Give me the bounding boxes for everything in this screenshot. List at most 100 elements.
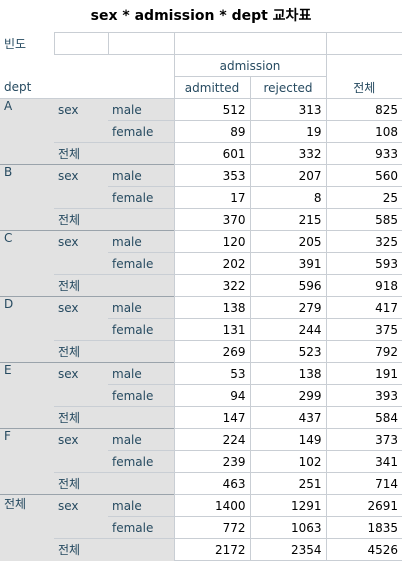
cell-total: 191 xyxy=(325,362,402,385)
header-row-3: dept admitted rejected 전체 xyxy=(0,76,402,99)
cell-admitted: 512 xyxy=(173,98,250,121)
sex-level-label: male xyxy=(108,362,174,385)
total-label: 전체 xyxy=(54,208,108,231)
cell-admitted: 131 xyxy=(173,318,250,341)
table-row: female 239 102 341 xyxy=(0,450,402,473)
cell-rejected: 215 xyxy=(249,208,326,231)
cell-admitted: 120 xyxy=(173,230,250,253)
header-row-2: admission xyxy=(0,54,402,77)
cell-rejected: 437 xyxy=(249,406,326,429)
var-label-blank xyxy=(54,318,108,341)
dept-label xyxy=(0,252,54,275)
cell-total: 933 xyxy=(325,142,402,165)
total-label: 전체 xyxy=(54,142,108,165)
cell-admitted: 53 xyxy=(173,362,250,385)
cell-rejected: 244 xyxy=(249,318,326,341)
cell-admitted: 463 xyxy=(173,472,250,495)
cell-admitted: 94 xyxy=(173,384,250,407)
cell-admitted: 224 xyxy=(173,428,250,451)
dept-label xyxy=(0,340,54,363)
cell-total: 585 xyxy=(325,208,402,231)
dept-label xyxy=(0,318,54,341)
dept-label: C xyxy=(0,230,54,253)
dept-total-row: 전체 370 215 585 xyxy=(0,208,402,231)
sex-level-label: female xyxy=(108,318,174,341)
total-label: 전체 xyxy=(54,538,108,561)
dept-label xyxy=(0,142,54,165)
sex-level-label: male xyxy=(108,98,174,121)
var-label: sex xyxy=(54,362,108,385)
sex-level-label: female xyxy=(108,450,174,473)
table-row: female 772 1063 1835 xyxy=(0,516,402,539)
sex-level-label: male xyxy=(108,230,174,253)
cell-admitted: 370 xyxy=(173,208,250,231)
sex-level-label: male xyxy=(108,296,174,319)
cell-admitted: 17 xyxy=(173,186,250,209)
total-label-blank xyxy=(108,142,174,165)
cell-total: 2691 xyxy=(325,494,402,517)
dept-label: 전체 xyxy=(0,494,54,517)
cell-rejected: 313 xyxy=(249,98,326,121)
table-row: female 89 19 108 xyxy=(0,120,402,143)
dept-total-row: 전체 322 596 918 xyxy=(0,274,402,297)
cell-admitted: 202 xyxy=(173,252,250,275)
sex-level-label: male xyxy=(108,164,174,187)
cell-total: 325 xyxy=(325,230,402,253)
var-label: sex xyxy=(54,98,108,121)
crosstab-table: 빈도 admission dept admitted rejected 전체 A… xyxy=(0,32,402,561)
dept-label xyxy=(0,472,54,495)
cell-total: 792 xyxy=(325,340,402,363)
cell-rejected: 207 xyxy=(249,164,326,187)
cell-total: 375 xyxy=(325,318,402,341)
cell-rejected: 149 xyxy=(249,428,326,451)
cell-admitted: 601 xyxy=(173,142,250,165)
dept-label: F xyxy=(0,428,54,451)
sex-level-label: female xyxy=(108,252,174,275)
dept-label xyxy=(0,516,54,539)
dept-label xyxy=(0,208,54,231)
dept-label xyxy=(0,538,54,561)
total-label-blank xyxy=(108,472,174,495)
cell-rejected: 391 xyxy=(249,252,326,275)
cell-rejected: 138 xyxy=(249,362,326,385)
dept-header: dept xyxy=(0,76,54,99)
cell-total: 25 xyxy=(325,186,402,209)
cell-admitted: 138 xyxy=(173,296,250,319)
admission-group-header: admission xyxy=(173,54,326,77)
dept-total-row: 전체 2172 2354 4526 xyxy=(0,538,402,561)
cell-total: 918 xyxy=(325,274,402,297)
dept-label xyxy=(0,186,54,209)
corner-label: 빈도 xyxy=(4,37,27,51)
table-row: female 131 244 375 xyxy=(0,318,402,341)
dept-label: E xyxy=(0,362,54,385)
dept-label xyxy=(0,120,54,143)
table-row: 전체 sex male 1400 1291 2691 xyxy=(0,494,402,517)
sex-level-label: female xyxy=(108,120,174,143)
cell-rejected: 332 xyxy=(249,142,326,165)
cell-rejected: 102 xyxy=(249,450,326,473)
sex-level-label: female xyxy=(108,384,174,407)
sex-level-label: female xyxy=(108,186,174,209)
dept-label: D xyxy=(0,296,54,319)
var-label: sex xyxy=(54,164,108,187)
table-title: sex * admission * dept 교차표 xyxy=(90,8,312,24)
cell-admitted: 353 xyxy=(173,164,250,187)
cell-rejected: 596 xyxy=(249,274,326,297)
total-label-blank xyxy=(108,208,174,231)
sex-level-label: male xyxy=(108,494,174,517)
dept-label: B xyxy=(0,164,54,187)
var-label-blank xyxy=(54,516,108,539)
dept-label xyxy=(0,274,54,297)
cell-rejected: 8 xyxy=(249,186,326,209)
total-label: 전체 xyxy=(54,472,108,495)
cell-admitted: 772 xyxy=(173,516,250,539)
var-label: sex xyxy=(54,494,108,517)
total-label: 전체 xyxy=(54,274,108,297)
var-label-blank xyxy=(54,252,108,275)
table-row: female 94 299 393 xyxy=(0,384,402,407)
total-label-blank xyxy=(108,340,174,363)
